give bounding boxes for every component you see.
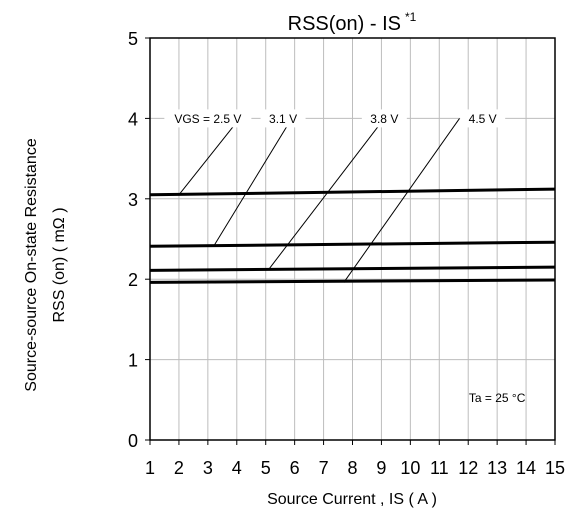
series-label: 3.1 V xyxy=(269,112,297,126)
series-label: VGS = 2.5 V xyxy=(174,112,241,126)
y-tick-label: 1 xyxy=(128,351,138,371)
x-tick-label: 11 xyxy=(430,458,449,478)
grid xyxy=(145,37,556,445)
series-label-background xyxy=(460,109,506,128)
series-line xyxy=(149,278,556,284)
series-line xyxy=(149,265,556,272)
x-tick-label: 5 xyxy=(261,458,271,478)
series-line xyxy=(149,240,556,248)
series-leader-line xyxy=(268,118,385,270)
series-leader-line xyxy=(343,118,460,283)
chart-title: RSS(on) - IS *1 xyxy=(288,10,417,35)
x-tick-label: 4 xyxy=(232,458,242,478)
plot-frame xyxy=(149,37,556,441)
x-tick-label: 1 xyxy=(145,458,155,478)
series-label-background xyxy=(361,109,407,128)
y-tick-label: 3 xyxy=(128,190,138,210)
y-axis-label-line1: Source-source On-state Resistance xyxy=(23,138,40,392)
series-label-background xyxy=(164,109,252,128)
y-tick-label: 2 xyxy=(128,270,138,290)
x-tick-label: 9 xyxy=(376,458,386,478)
y-axis-label-line2: RSS (on) ( mΩ ) xyxy=(51,207,68,322)
temperature-annotation: Ta = 25 °C xyxy=(469,391,526,405)
x-tick-label: 3 xyxy=(203,458,213,478)
series-labels: VGS = 2.5 V 3.1 V 3.8 V 4.5 V xyxy=(164,109,506,128)
series-leader-line xyxy=(213,118,293,247)
x-tick-label: 7 xyxy=(319,458,329,478)
series-line xyxy=(149,187,556,197)
x-tick-label: 13 xyxy=(487,458,507,478)
x-tick-label: 14 xyxy=(516,458,536,478)
x-tick-label: 8 xyxy=(347,458,357,478)
x-tick-label: 12 xyxy=(458,458,478,478)
y-tick-label: 5 xyxy=(128,29,138,49)
x-tick-label: 2 xyxy=(174,458,184,478)
series-label-background xyxy=(260,109,306,128)
series-leader-line xyxy=(178,118,241,196)
x-tick-label: 6 xyxy=(290,458,300,478)
y-tick-label: 0 xyxy=(128,431,138,451)
x-axis-label: Source Current , IS ( A ) xyxy=(267,491,437,508)
x-tick-label: 10 xyxy=(400,458,420,478)
y-tick-label: 4 xyxy=(128,109,138,129)
series-label: 3.8 V xyxy=(370,112,398,126)
x-tick-label: 15 xyxy=(545,458,565,478)
series-lines xyxy=(149,118,556,284)
series-label: 4.5 V xyxy=(469,112,497,126)
